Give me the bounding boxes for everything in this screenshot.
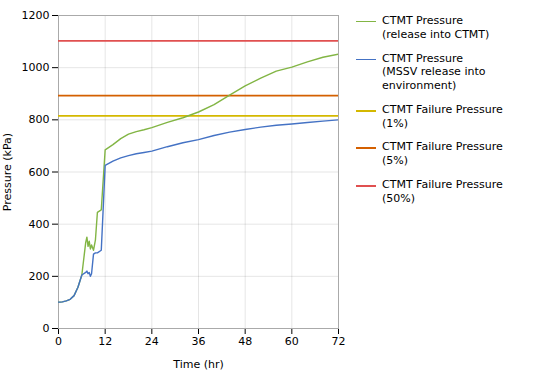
svg-text:200: 200 [29,270,50,283]
svg-text:1000: 1000 [22,61,50,74]
svg-text:Time (hr): Time (hr) [172,358,224,371]
svg-text:36: 36 [192,335,206,348]
svg-text:400: 400 [29,218,50,231]
html-text:CTMT Failure Pressure (50%): CTMT Failure Pressure (50%) [382,177,503,205]
svg-text:Pressure (kPa): Pressure (kPa) [1,133,14,211]
svg-text:600: 600 [29,166,50,179]
svg-text:1200: 1200 [22,9,50,22]
svg-text:48: 48 [238,335,252,348]
svg-text:72: 72 [332,335,346,348]
html-text:CTMT Pressure (release into CT: CTMT Pressure (release into CTMT) [382,14,490,41]
svg-text:60: 60 [285,335,299,348]
html-text:CTMT Pressure (MSSV release in: CTMT Pressure (MSSV release into environ… [382,51,486,92]
svg-text:0: 0 [55,335,62,348]
svg-text:12: 12 [98,335,112,348]
svg-text:0: 0 [43,322,50,335]
svg-text:800: 800 [29,113,50,126]
svg-text:24: 24 [145,335,159,348]
html-text:CTMT Failure Pressure (1%): CTMT Failure Pressure (1%) [382,102,503,130]
html-text:CTMT Failure Pressure (5%): CTMT Failure Pressure (5%) [382,140,503,167]
